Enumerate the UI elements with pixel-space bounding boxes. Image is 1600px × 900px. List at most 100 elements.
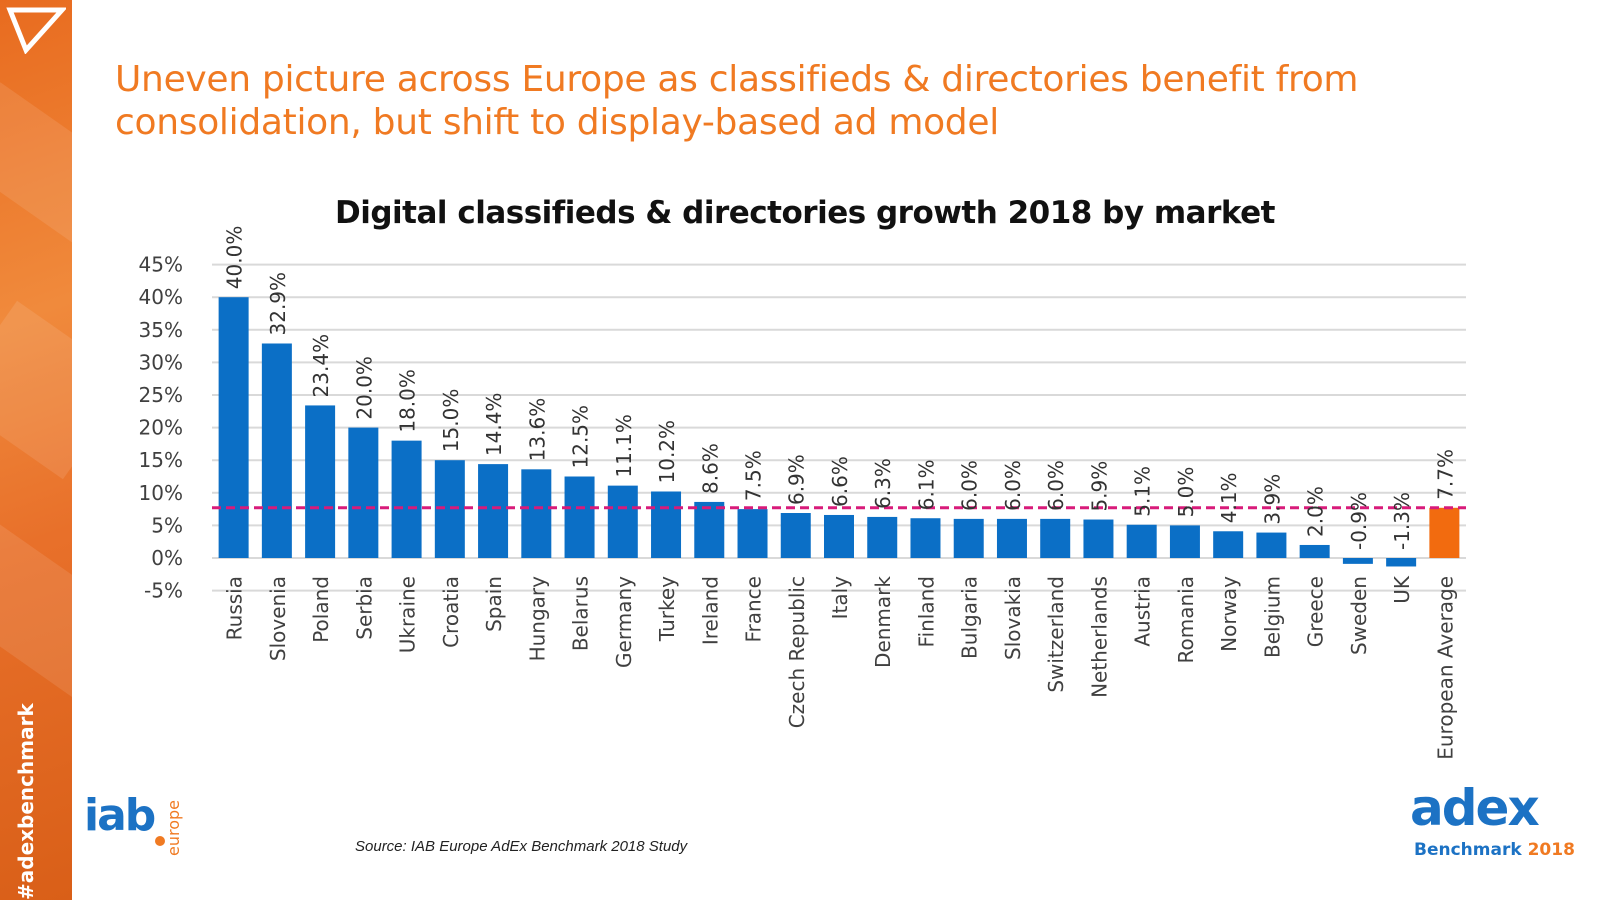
x-tick-label: France	[742, 576, 766, 643]
data-label: 13.6%	[525, 398, 549, 462]
bar	[1256, 532, 1287, 558]
bar	[478, 464, 509, 558]
data-label: 6.0%	[958, 460, 982, 511]
bar	[1213, 531, 1244, 558]
data-label: 7.7%	[1433, 449, 1457, 500]
x-tick-label: Russia	[223, 576, 247, 640]
y-tick-label: 45%	[139, 253, 183, 277]
bar	[996, 518, 1027, 558]
data-label: 3.9%	[1260, 474, 1284, 525]
x-tick-label: UK	[1390, 575, 1414, 604]
x-tick-label: Sweden	[1347, 576, 1371, 655]
bar	[1169, 525, 1200, 558]
data-label: 23.4%	[309, 334, 333, 398]
x-tick-label: Romania	[1174, 576, 1198, 663]
y-tick-label: 35%	[139, 318, 183, 342]
x-tick-label: European Average	[1433, 576, 1457, 760]
bar	[391, 440, 422, 558]
x-tick-label: Bulgaria	[958, 576, 982, 659]
data-label: 14.4%	[482, 393, 506, 457]
data-label: 40.0%	[223, 226, 247, 290]
x-tick-label: Germany	[612, 576, 636, 668]
x-tick-label: Hungary	[525, 576, 549, 662]
chart-title: Digital classifieds & directories growth…	[335, 195, 1275, 231]
x-tick-label: Slovenia	[266, 576, 290, 661]
bar	[564, 476, 595, 558]
source-note: Source: IAB Europe AdEx Benchmark 2018 S…	[355, 838, 688, 855]
bar	[1126, 524, 1157, 558]
bar	[1040, 518, 1071, 558]
y-tick-label: 5%	[151, 513, 183, 537]
bar	[607, 485, 638, 558]
bar	[1083, 519, 1114, 558]
data-label: 15.0%	[439, 389, 463, 453]
data-label: -1.3%	[1390, 492, 1414, 550]
data-label: 7.5%	[742, 450, 766, 501]
bar	[261, 343, 292, 558]
page-title: Uneven picture across Europe as classifi…	[115, 59, 1359, 143]
bar	[1429, 507, 1460, 558]
data-label: 32.9%	[266, 272, 290, 336]
bar	[305, 405, 336, 558]
data-label: 6.0%	[1044, 460, 1068, 511]
adex-benchmark-logo: adex Benchmark 2018	[1410, 779, 1575, 870]
bar	[953, 518, 984, 558]
data-label: 6.9%	[785, 454, 809, 505]
x-tick-label: Denmark	[871, 576, 895, 668]
data-label: 2.0%	[1304, 486, 1328, 537]
x-tick-label: Switzerland	[1044, 576, 1068, 693]
data-label: 5.9%	[1087, 461, 1111, 512]
bar	[737, 509, 768, 558]
x-tick-label: Spain	[482, 576, 506, 632]
bar	[694, 501, 725, 558]
iab-europe-logo: iab europe	[84, 790, 183, 856]
bar	[867, 516, 898, 558]
adex-logo-text: adex	[1410, 779, 1540, 837]
data-label: 8.6%	[698, 443, 722, 494]
x-tick-label: Turkey	[655, 576, 679, 642]
x-tick-label: Austria	[1131, 576, 1155, 647]
iab-logo-dot	[155, 836, 165, 846]
adex-logo-year: 2018	[1527, 840, 1575, 860]
x-tick-label: Slovakia	[1001, 576, 1025, 660]
data-label: 6.0%	[1001, 460, 1025, 511]
x-tick-label: Greece	[1304, 576, 1328, 647]
x-tick-label: Norway	[1217, 576, 1241, 652]
y-tick-label: 0%	[151, 546, 183, 570]
adex-logo-subtext: Benchmark 2018	[1414, 840, 1575, 860]
data-label: 4.1%	[1217, 472, 1241, 523]
bar	[1386, 558, 1417, 567]
y-tick-label: 15%	[139, 448, 183, 472]
y-tick-label: 40%	[139, 285, 183, 309]
data-label: 11.1%	[612, 414, 636, 478]
iab-logo-subtext: europe	[164, 800, 183, 856]
bar	[521, 469, 552, 558]
x-tick-label: Belgium	[1260, 576, 1284, 658]
x-tick-label: Serbia	[352, 576, 376, 640]
x-tick-label: Finland	[914, 576, 938, 647]
data-label: -0.9%	[1347, 492, 1371, 550]
data-label: 5.1%	[1131, 466, 1155, 517]
x-tick-label: Ukraine	[396, 576, 420, 653]
y-tick-label: 10%	[139, 481, 183, 505]
bar	[651, 491, 682, 558]
x-tick-label: Belarus	[569, 576, 593, 651]
data-label: 6.1%	[914, 459, 938, 510]
bar	[910, 518, 941, 558]
data-label: 12.5%	[569, 405, 593, 469]
adex-logo-benchmark: Benchmark	[1414, 840, 1522, 860]
triangle-logo-icon	[6, 7, 66, 54]
y-tick-label: -5%	[144, 579, 183, 603]
bar	[348, 427, 379, 558]
x-tick-label: Ireland	[698, 576, 722, 645]
bar	[1342, 558, 1373, 564]
data-label: 6.3%	[871, 458, 895, 509]
bar	[824, 514, 854, 558]
y-tick-label: 20%	[139, 416, 183, 440]
bar	[1299, 544, 1330, 558]
data-label: 10.2%	[655, 420, 679, 484]
iab-logo-text: iab	[84, 790, 156, 841]
y-tick-label: 30%	[139, 350, 183, 374]
x-tick-label: Czech Republic	[785, 576, 809, 728]
